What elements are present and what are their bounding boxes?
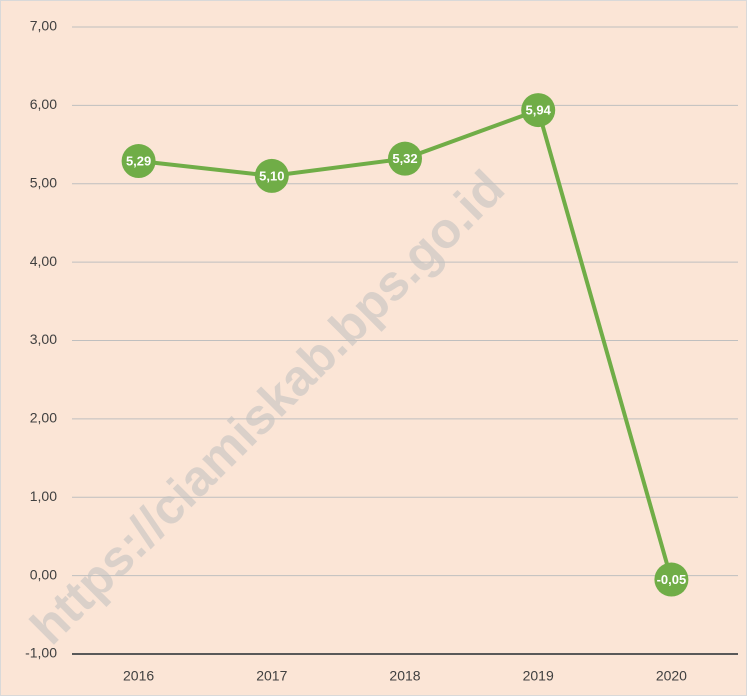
marker bbox=[388, 141, 422, 176]
x-tick-label: 2017 bbox=[256, 668, 287, 684]
data-label: 5,32 bbox=[392, 151, 417, 166]
y-tick-label: 0,00 bbox=[30, 566, 57, 582]
y-tick-label: 7,00 bbox=[30, 18, 57, 34]
data-label: 5,94 bbox=[526, 103, 552, 118]
y-tick-label: 1,00 bbox=[30, 488, 57, 504]
marker bbox=[121, 144, 156, 179]
marker bbox=[654, 562, 689, 597]
x-tick-label: 2016 bbox=[123, 668, 154, 684]
y-tick-label: 2,00 bbox=[30, 410, 57, 426]
y-tick-label: 4,00 bbox=[30, 253, 57, 269]
y-tick-label: -1,00 bbox=[25, 645, 57, 661]
x-tick-label: 2019 bbox=[523, 668, 554, 684]
data-label: 5,29 bbox=[126, 153, 151, 168]
y-tick-label: 3,00 bbox=[30, 331, 57, 347]
y-tick-label: 6,00 bbox=[30, 96, 57, 112]
marker bbox=[521, 93, 556, 128]
data-label: 5,10 bbox=[259, 168, 284, 183]
x-tick-label: 2020 bbox=[656, 668, 687, 684]
data-label: -0,05 bbox=[657, 572, 687, 587]
marker bbox=[254, 158, 289, 193]
x-tick-label: 2018 bbox=[389, 668, 420, 684]
y-tick-label: 5,00 bbox=[30, 174, 57, 190]
